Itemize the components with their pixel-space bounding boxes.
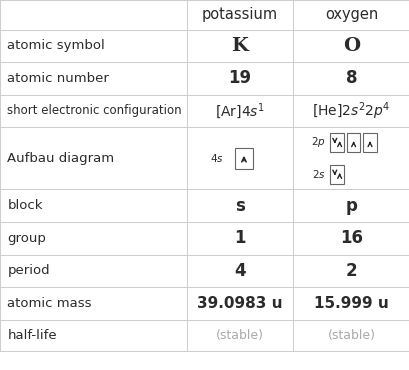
Text: 4$s$: 4$s$ [210, 152, 224, 164]
Text: p: p [345, 197, 357, 215]
Text: (stable): (stable) [327, 329, 375, 342]
Text: [Ar]4$s^1$: [Ar]4$s^1$ [214, 101, 264, 121]
Text: [He]2$s^2$2$p^4$: [He]2$s^2$2$p^4$ [312, 100, 390, 122]
Text: 2$p$: 2$p$ [311, 135, 325, 149]
Text: 2$s$: 2$s$ [311, 168, 325, 180]
Text: 39.0983 u: 39.0983 u [197, 296, 282, 311]
Text: atomic mass: atomic mass [7, 297, 92, 310]
Text: group: group [7, 232, 46, 245]
Text: 15.999 u: 15.999 u [313, 296, 388, 311]
Bar [330, 165, 343, 184]
Text: Aufbau diagram: Aufbau diagram [7, 152, 114, 165]
Text: (stable): (stable) [215, 329, 263, 342]
Text: O: O [342, 37, 359, 55]
Text: 1: 1 [234, 229, 245, 247]
Bar [346, 133, 360, 152]
Bar [330, 133, 343, 152]
Text: oxygen: oxygen [324, 7, 377, 22]
Text: 8: 8 [345, 70, 357, 87]
Text: atomic number: atomic number [7, 72, 109, 85]
Bar [235, 148, 252, 169]
Text: K: K [231, 37, 248, 55]
Text: 19: 19 [228, 70, 251, 87]
Text: period: period [7, 264, 50, 278]
Text: short electronic configuration: short electronic configuration [7, 104, 182, 118]
Text: 2: 2 [345, 262, 357, 280]
Text: block: block [7, 199, 43, 212]
Text: potassium: potassium [201, 7, 277, 22]
Text: half-life: half-life [7, 329, 57, 342]
Text: atomic symbol: atomic symbol [7, 39, 105, 53]
Bar [362, 133, 376, 152]
Text: 16: 16 [339, 229, 362, 247]
Text: s: s [234, 197, 244, 215]
Text: 4: 4 [234, 262, 245, 280]
